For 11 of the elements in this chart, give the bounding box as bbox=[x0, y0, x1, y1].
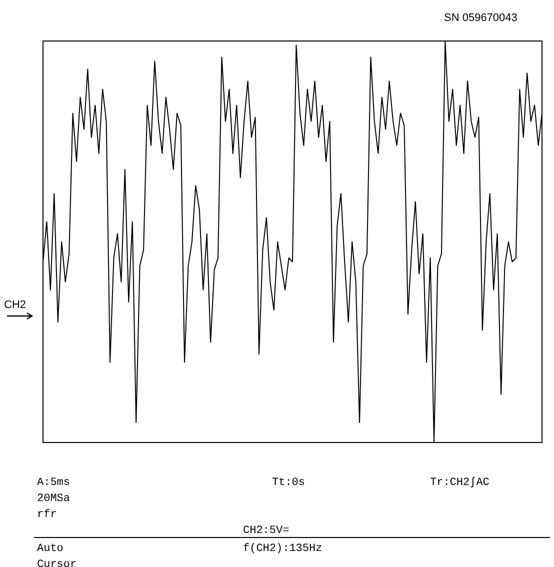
text: Tt:0s bbox=[272, 477, 306, 489]
text: CH2 bbox=[4, 299, 26, 311]
text: rfr bbox=[37, 509, 57, 521]
text: Auto bbox=[37, 543, 64, 555]
text: Tr:CH2∫AC bbox=[430, 477, 490, 489]
text: SN 059670043 bbox=[444, 12, 518, 24]
text: 20MSa bbox=[37, 493, 70, 505]
text: CH2:5V= bbox=[243, 525, 290, 537]
text: f(CH2):135Hz bbox=[243, 543, 322, 555]
text: Cursor bbox=[37, 559, 77, 567]
text: A:5ms bbox=[37, 477, 70, 489]
